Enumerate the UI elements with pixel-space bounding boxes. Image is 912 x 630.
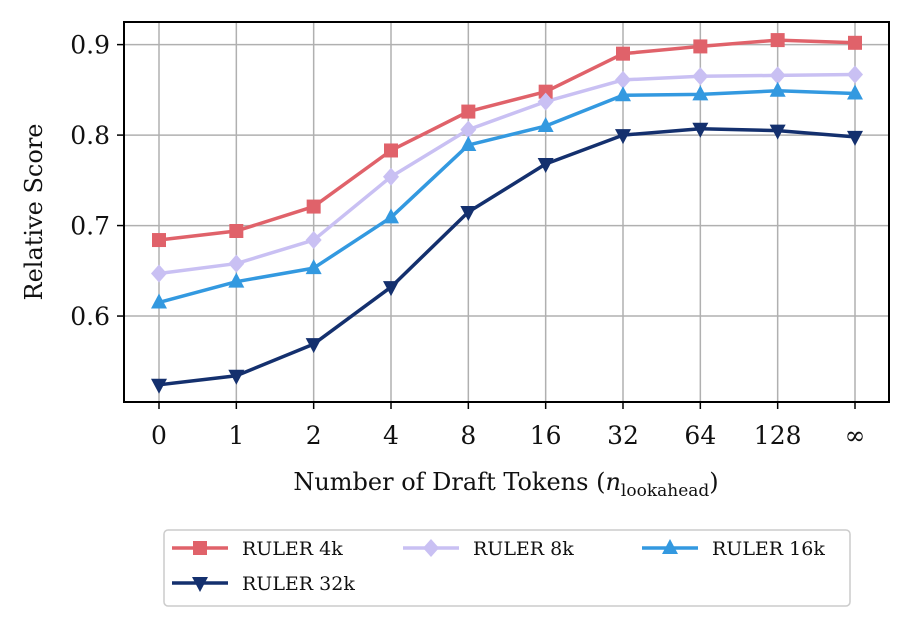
data-point-ruler-16k [305, 259, 322, 275]
data-point-ruler-4k [616, 46, 630, 61]
y-tick-label: 0.8 [70, 121, 110, 150]
x-tick-label: ∞ [845, 421, 866, 450]
data-point-ruler-16k [383, 208, 399, 224]
data-point-ruler-32k [383, 281, 399, 297]
series-markers [151, 33, 863, 394]
legend-marker-ruler-4k [193, 541, 207, 555]
data-point-ruler-32k [460, 206, 477, 221]
x-tick-label: 4 [383, 421, 399, 450]
data-point-ruler-32k [305, 338, 322, 354]
legend-marker-ruler-32k [192, 577, 208, 592]
data-point-ruler-8k [151, 264, 167, 283]
data-point-ruler-4k [152, 233, 166, 248]
plot-frame [123, 21, 890, 403]
data-point-ruler-8k [537, 92, 554, 111]
data-point-ruler-16k [537, 117, 554, 133]
legend-label-ruler-8k: RULER 8k [473, 538, 574, 560]
legend-marker-ruler-16k [662, 539, 678, 554]
x-tick-label: 32 [607, 421, 639, 450]
data-point-ruler-8k [460, 120, 477, 139]
legend-label-ruler-4k: RULER 4k [242, 538, 343, 560]
data-point-ruler-4k [384, 143, 398, 158]
data-point-ruler-32k [228, 369, 245, 385]
data-point-ruler-8k [847, 65, 863, 84]
data-point-ruler-8k [615, 70, 631, 89]
data-point-ruler-8k [383, 167, 399, 186]
y-tick-label: 0.6 [70, 302, 110, 331]
data-point-ruler-16k [769, 81, 786, 97]
data-point-ruler-16k [847, 84, 863, 100]
data-point-ruler-8k [228, 254, 245, 273]
data-point-ruler-8k [692, 67, 709, 86]
y-axis-label: Relative Score [20, 124, 48, 301]
y-axis-ticks: 0.6 0.7 0.8 0.9 [70, 31, 124, 331]
data-point-ruler-32k [769, 124, 786, 140]
legend-label-ruler-32k: RULER 32k [242, 573, 355, 595]
data-point-ruler-4k [693, 39, 708, 54]
data-point-ruler-16k [228, 272, 245, 288]
x-tick-label: 16 [530, 421, 562, 450]
data-point-ruler-8k [305, 231, 322, 250]
data-point-ruler-4k [306, 199, 321, 214]
data-point-ruler-16k [151, 293, 167, 309]
legend-marker-ruler-8k [423, 539, 439, 557]
data-point-ruler-4k [461, 104, 476, 119]
x-tick-label: 128 [754, 421, 802, 450]
data-point-ruler-4k [229, 224, 244, 238]
data-point-ruler-32k [537, 158, 554, 174]
x-tick-label: 2 [306, 421, 322, 450]
data-point-ruler-16k [692, 85, 709, 101]
data-point-ruler-4k [538, 84, 553, 99]
x-tick-label: 1 [228, 421, 244, 450]
data-point-ruler-8k [769, 66, 786, 85]
series-line-ruler-16k [158, 89, 856, 305]
x-tick-label: 64 [684, 421, 716, 450]
data-point-ruler-16k [460, 136, 477, 152]
series-lines [158, 38, 856, 387]
data-point-ruler-4k [848, 35, 862, 50]
data-point-ruler-32k [692, 122, 709, 138]
legend: RULER 4k RULER 8k RULER 16k RULER 32k [163, 529, 851, 607]
x-axis-ticks: 0 1 2 4 8 16 32 64 128 ∞ [151, 402, 865, 450]
data-point-ruler-4k [770, 33, 785, 48]
x-tick-label: 0 [151, 421, 167, 450]
data-point-ruler-16k [615, 86, 631, 102]
data-point-ruler-32k [615, 129, 631, 145]
x-axis-label: Number of Draft Tokens (nlookahead) [293, 468, 718, 501]
series-line-ruler-32k [158, 127, 856, 387]
legend-label-ruler-16k: RULER 16k [712, 538, 825, 560]
data-point-ruler-32k [847, 130, 863, 146]
y-tick-label: 0.7 [70, 212, 110, 241]
series-line-ruler-8k [158, 72, 856, 276]
data-point-ruler-32k [151, 378, 167, 394]
y-tick-label: 0.9 [70, 31, 110, 60]
series-line-ruler-4k [158, 38, 856, 242]
x-tick-label: 8 [460, 421, 476, 450]
